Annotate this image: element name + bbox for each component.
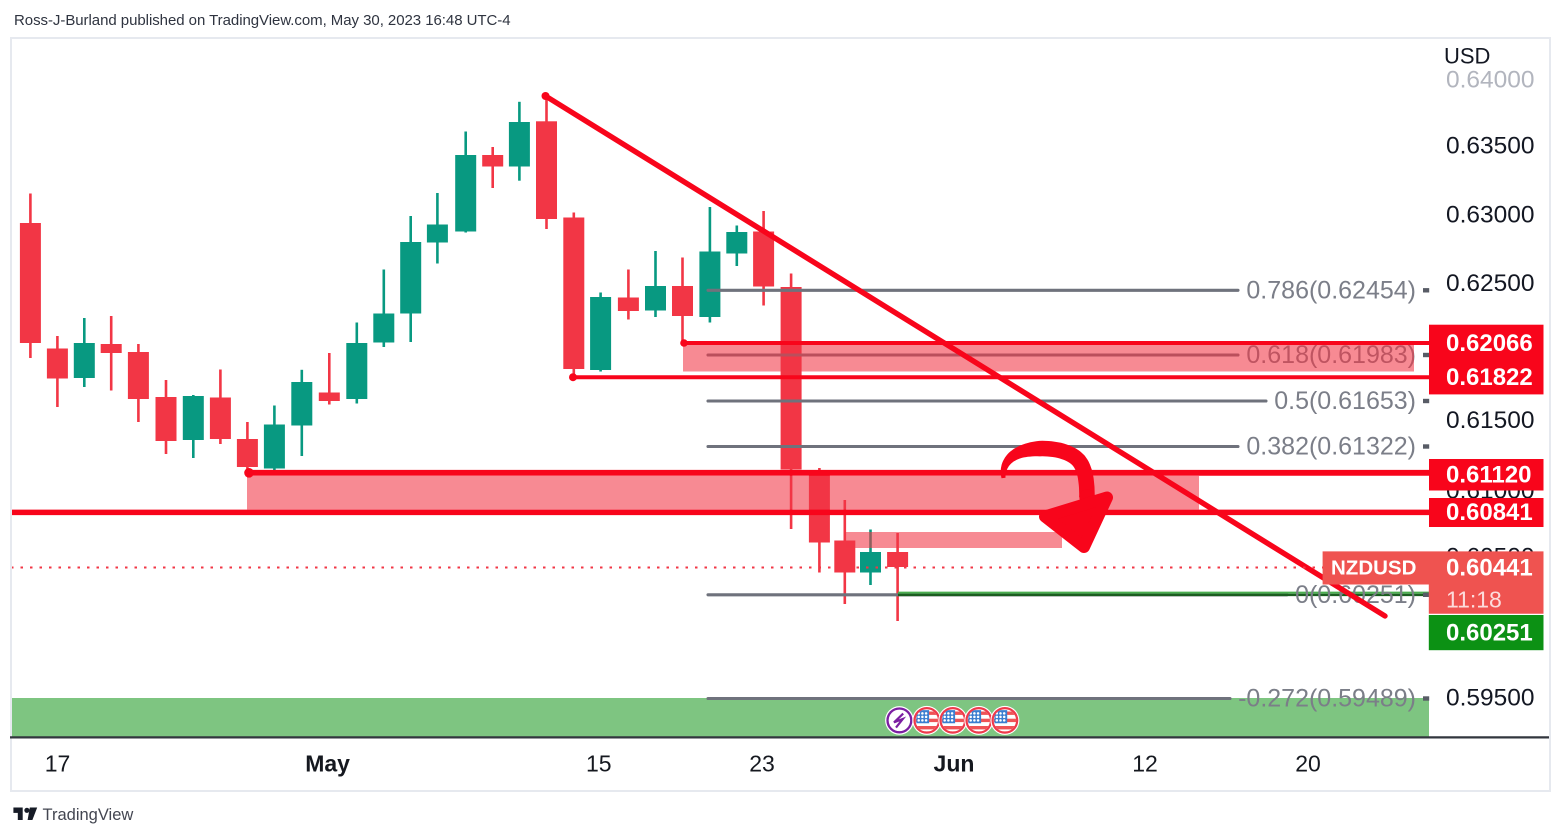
svg-text:12: 12 bbox=[1132, 751, 1158, 777]
svg-text:0.63000: 0.63000 bbox=[1446, 202, 1535, 229]
svg-text:0.5(0.61653): 0.5(0.61653) bbox=[1274, 387, 1416, 415]
svg-text:0.61500: 0.61500 bbox=[1446, 407, 1535, 434]
svg-text:TradingView: TradingView bbox=[43, 806, 134, 824]
svg-text:0.60251: 0.60251 bbox=[1446, 619, 1533, 646]
svg-text:0.62500: 0.62500 bbox=[1446, 270, 1535, 297]
svg-text:0.60841: 0.60841 bbox=[1446, 499, 1533, 526]
svg-text:0.63500: 0.63500 bbox=[1446, 133, 1535, 160]
svg-text:0.59500: 0.59500 bbox=[1446, 685, 1535, 712]
svg-text:0.61120: 0.61120 bbox=[1446, 461, 1531, 488]
svg-text:0.62066: 0.62066 bbox=[1446, 330, 1533, 357]
svg-text:23: 23 bbox=[749, 751, 775, 777]
svg-text:NZDUSD: NZDUSD bbox=[1331, 557, 1416, 580]
svg-text:17: 17 bbox=[45, 751, 71, 777]
svg-text:0.786(0.62454): 0.786(0.62454) bbox=[1246, 276, 1416, 304]
svg-text:11:18: 11:18 bbox=[1446, 587, 1502, 613]
svg-text:Jun: Jun bbox=[934, 751, 975, 777]
svg-text:0.60441: 0.60441 bbox=[1446, 555, 1533, 582]
svg-text:0.64000: 0.64000 bbox=[1446, 67, 1535, 94]
svg-text:20: 20 bbox=[1295, 751, 1321, 777]
svg-text:0.382(0.61322): 0.382(0.61322) bbox=[1246, 433, 1416, 461]
svg-text:0.61822: 0.61822 bbox=[1446, 364, 1533, 391]
svg-text:Ross-J-Burland published on Tr: Ross-J-Burland published on TradingView.… bbox=[14, 12, 511, 29]
svg-text:May: May bbox=[305, 751, 350, 777]
svg-text:USD: USD bbox=[1444, 44, 1490, 69]
svg-text:15: 15 bbox=[586, 751, 612, 777]
svg-text:-0.272(0.59489): -0.272(0.59489) bbox=[1238, 685, 1416, 713]
